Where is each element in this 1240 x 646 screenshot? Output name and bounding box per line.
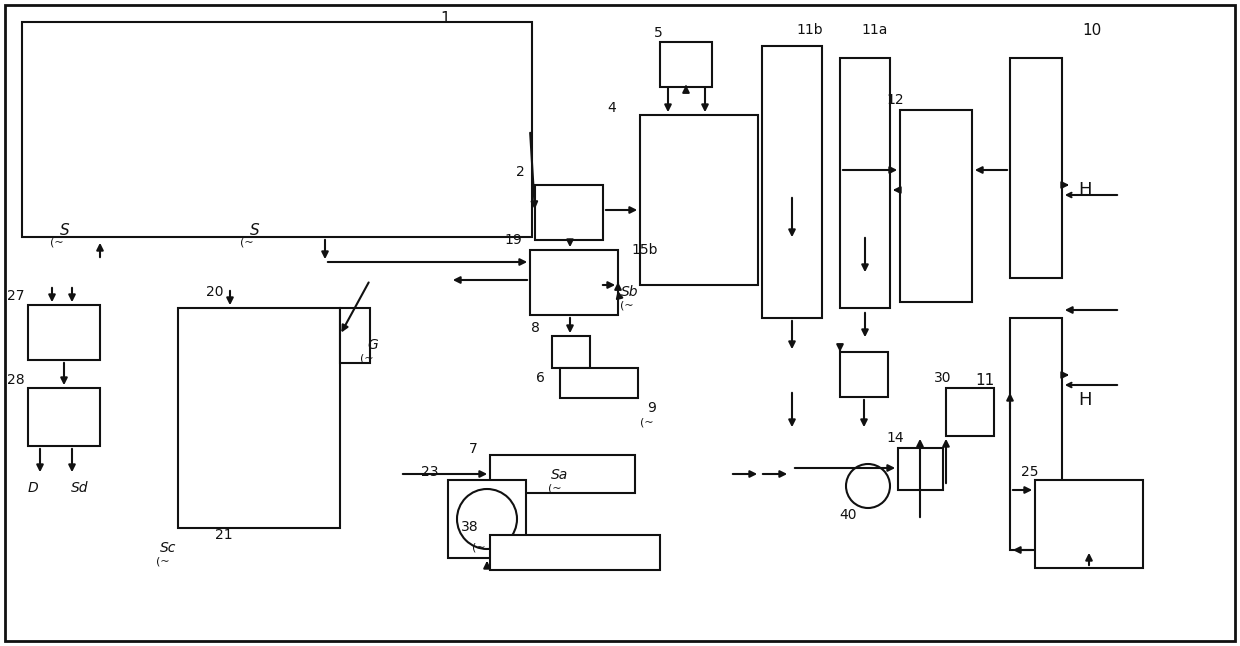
Text: (~: (~ — [50, 237, 63, 247]
Bar — [22, 22, 532, 237]
Text: 7: 7 — [469, 442, 477, 456]
Text: 21: 21 — [216, 528, 233, 542]
Text: (~: (~ — [360, 353, 373, 363]
Bar — [490, 455, 635, 493]
Text: 15b: 15b — [631, 243, 658, 257]
Text: Sb: Sb — [621, 285, 639, 299]
Text: 40: 40 — [839, 508, 857, 522]
Bar — [1035, 480, 1143, 568]
Text: (~: (~ — [640, 417, 653, 427]
Text: 2: 2 — [516, 165, 525, 179]
Bar — [529, 250, 618, 315]
Bar — [999, 42, 1120, 572]
Bar — [1011, 318, 1061, 550]
Text: 5: 5 — [653, 26, 662, 40]
Text: 1: 1 — [440, 10, 450, 25]
Bar — [660, 42, 712, 87]
Text: 23: 23 — [422, 465, 439, 479]
Text: 28: 28 — [7, 373, 25, 387]
Bar — [946, 388, 994, 436]
Text: 8: 8 — [531, 321, 539, 335]
Bar — [29, 388, 100, 446]
Bar — [763, 46, 822, 318]
Text: 27: 27 — [7, 289, 25, 303]
Text: S: S — [61, 222, 69, 238]
Bar — [179, 308, 340, 528]
Bar — [560, 368, 639, 398]
Bar — [1011, 58, 1061, 278]
Text: 14: 14 — [887, 431, 904, 445]
Text: 30: 30 — [934, 371, 952, 385]
Bar — [490, 535, 660, 570]
Bar — [448, 480, 526, 558]
Text: 20: 20 — [206, 285, 223, 299]
Text: Sd: Sd — [71, 481, 89, 495]
Text: 12: 12 — [887, 93, 904, 107]
Bar — [740, 42, 1002, 572]
Bar — [552, 336, 590, 368]
Bar — [29, 305, 100, 360]
Text: (~: (~ — [472, 543, 486, 553]
Text: 11: 11 — [976, 373, 994, 388]
Bar — [534, 185, 603, 240]
Text: S: S — [250, 222, 260, 238]
Bar — [340, 308, 370, 363]
Text: Sa: Sa — [552, 468, 569, 482]
Bar — [640, 115, 758, 285]
Bar — [900, 110, 972, 302]
Text: D: D — [27, 481, 38, 495]
Text: 10: 10 — [1083, 23, 1101, 37]
Text: 4: 4 — [608, 101, 616, 115]
Text: Sc: Sc — [160, 541, 176, 555]
Text: 9: 9 — [647, 401, 656, 415]
Text: 11a: 11a — [862, 23, 888, 37]
Text: 6: 6 — [536, 371, 544, 385]
Text: (~: (~ — [241, 237, 254, 247]
Text: 38: 38 — [461, 520, 479, 534]
Text: H: H — [1079, 391, 1091, 409]
Bar — [898, 448, 942, 490]
Text: 11b: 11b — [796, 23, 823, 37]
Text: (~: (~ — [156, 557, 170, 567]
Text: (~: (~ — [620, 300, 634, 310]
Text: 19: 19 — [505, 233, 522, 247]
Bar — [839, 352, 888, 397]
Text: 25: 25 — [1022, 465, 1039, 479]
Text: H: H — [1079, 181, 1091, 199]
Bar — [839, 58, 890, 308]
Text: G: G — [367, 338, 378, 352]
Text: (~: (~ — [548, 483, 562, 493]
